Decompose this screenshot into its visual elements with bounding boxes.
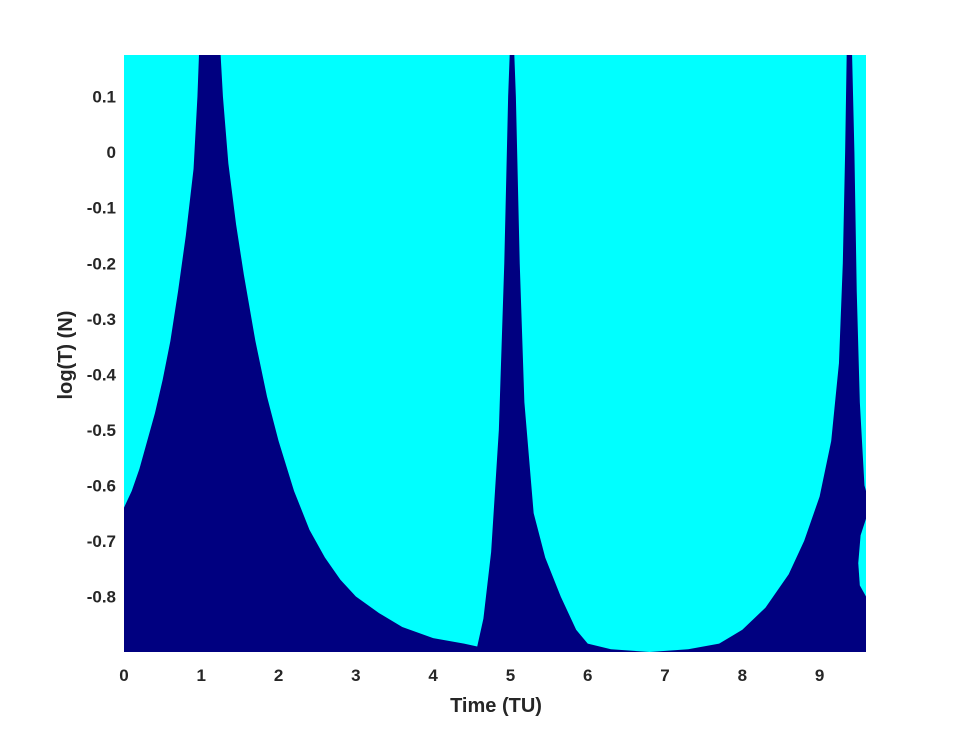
y-tick-label: -0.4 (87, 365, 117, 384)
y-tick-label: -0.6 (87, 476, 116, 495)
x-tick-label: 6 (583, 666, 592, 685)
x-tick-label: 2 (274, 666, 283, 685)
x-axis: 0 1 2 3 4 5 6 7 8 9 (119, 666, 824, 685)
y-tick-label: 0.1 (92, 88, 116, 107)
y-tick-label: 0 (107, 143, 116, 162)
x-tick-label: 1 (197, 666, 206, 685)
plot-area (124, 55, 866, 652)
x-tick-label: 9 (815, 666, 824, 685)
x-tick-label: 3 (351, 666, 360, 685)
x-tick-label: 7 (660, 666, 669, 685)
y-tick-label: -0.1 (87, 199, 116, 218)
dark-blue-region (124, 55, 866, 652)
x-tick-label: 4 (428, 666, 438, 685)
y-axis: 0.1 0 -0.1 -0.2 -0.3 -0.4 -0.5 -0.6 -0.7 -0.8 (87, 88, 117, 607)
cyan-pocket (858, 518, 866, 597)
y-tick-label: -0.3 (87, 310, 116, 329)
y-tick-label: -0.7 (87, 532, 116, 551)
y-tick-label: -0.8 (87, 587, 116, 606)
x-tick-label: 5 (506, 666, 515, 685)
y-axis-label: log(T) (N) (55, 311, 77, 400)
x-tick-label: 8 (738, 666, 747, 685)
x-axis-label: Time (TU) (450, 695, 542, 717)
y-tick-label: -0.2 (87, 254, 116, 273)
x-tick-label: 0 (119, 666, 128, 685)
y-tick-label: -0.5 (87, 421, 116, 440)
